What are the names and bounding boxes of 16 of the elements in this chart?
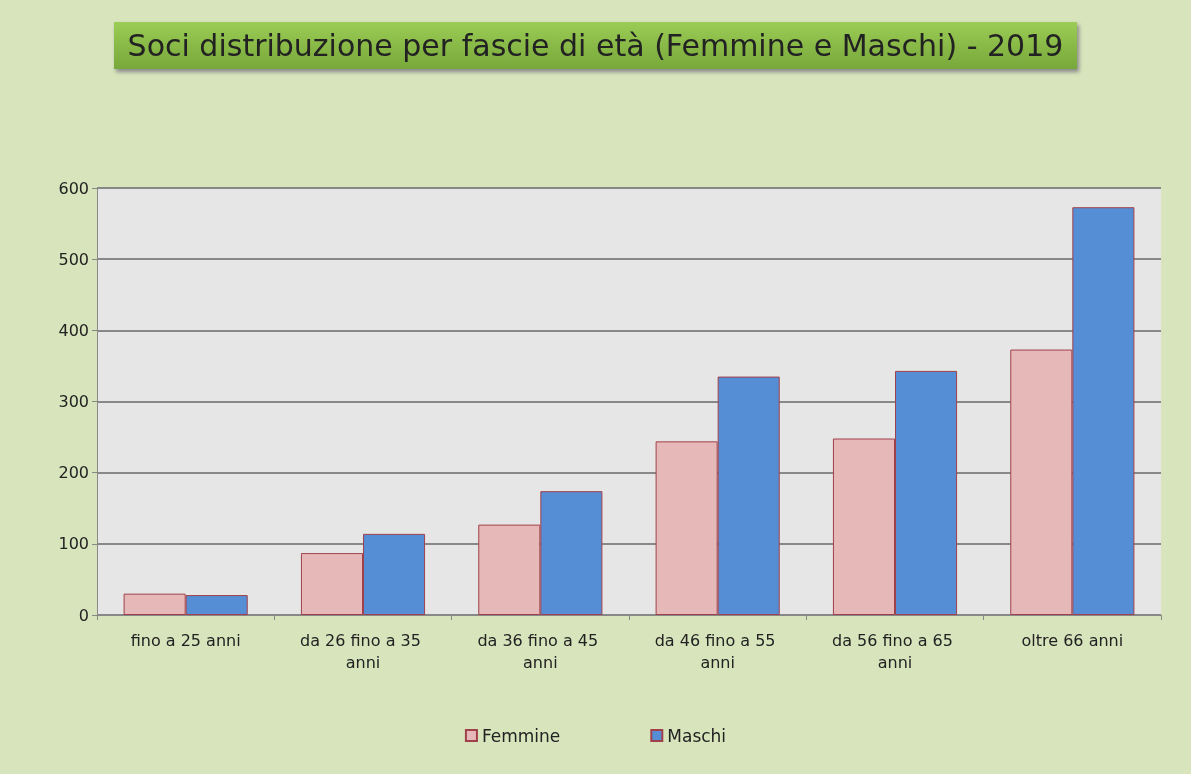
x-tick-label: da 46 fino a 55 anni bbox=[654, 630, 781, 672]
legend-label: Maschi bbox=[667, 725, 727, 746]
x-tick-label: da 56 fino a 65 anni bbox=[832, 630, 958, 672]
chart-title: Soci distribuzione per fascie di età (Femmine e Maschi) - 2019 bbox=[113, 22, 1078, 69]
y-tick-label: 100 bbox=[58, 534, 89, 554]
y-tick-label: 400 bbox=[58, 320, 89, 340]
x-tick-label: da 26 fino a 35 anni bbox=[300, 630, 426, 672]
y-tick-label: 0 bbox=[78, 605, 89, 625]
x-tick-label: fino a 25 anni bbox=[130, 630, 241, 650]
y-tick-label: 300 bbox=[58, 392, 89, 411]
y-tick-label: 200 bbox=[58, 463, 89, 483]
y-tick-label: 500 bbox=[58, 249, 89, 269]
x-tick-label: da 36 fino a 45 anni bbox=[477, 630, 604, 672]
x-tick-label: oltre 66 anni bbox=[1021, 630, 1124, 650]
y-tick-label: 600 bbox=[58, 178, 89, 198]
legend-label: Femmine bbox=[481, 725, 561, 746]
